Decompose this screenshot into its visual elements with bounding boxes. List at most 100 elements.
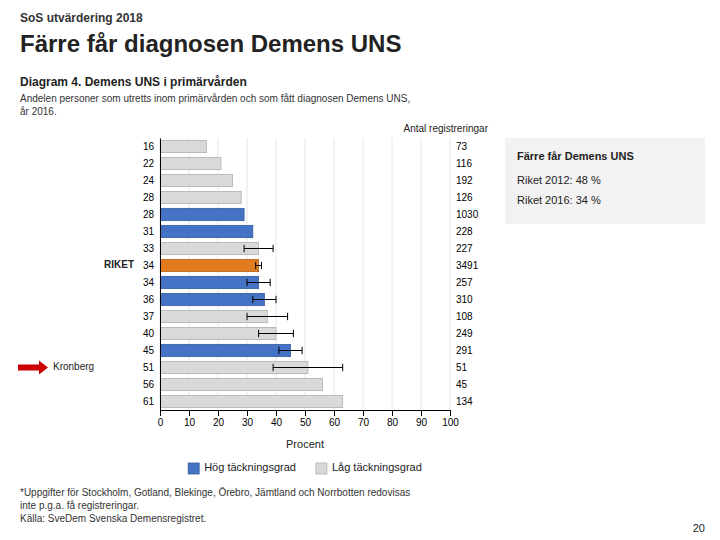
y2-tick: 257	[450, 277, 473, 288]
error-bar	[279, 347, 302, 354]
legend-swatch	[188, 463, 199, 474]
y2-tick-label: 134	[456, 396, 473, 407]
y-tick: 34	[143, 260, 160, 271]
bar	[160, 191, 241, 203]
y-axis-line	[160, 139, 161, 411]
plot-area	[160, 140, 343, 407]
bar	[160, 395, 343, 407]
y-tick: 31	[143, 226, 160, 237]
error-bar-line	[279, 350, 302, 351]
y2-tick: 134	[450, 396, 473, 407]
x-tick: 90	[416, 410, 428, 428]
y-tick-label: 34	[143, 277, 155, 288]
sidebar-box	[505, 138, 705, 224]
error-bar-cap	[247, 313, 248, 320]
y-tick: 37	[143, 311, 160, 322]
y2-tick-label: 227	[456, 243, 473, 254]
x-tick-mark	[276, 410, 277, 416]
grid-line	[334, 138, 335, 410]
error-bar	[244, 245, 273, 252]
error-bar-line	[247, 316, 288, 317]
error-bar	[259, 330, 294, 337]
x-tick-mark	[363, 410, 364, 416]
sidebar-title: Färre får Demens UNS	[517, 150, 634, 162]
y-tick: 36	[143, 294, 160, 305]
y-tick-label: 61	[143, 396, 155, 407]
bar	[160, 140, 206, 152]
x-tick: 50	[300, 410, 312, 428]
diagram-title: Diagram 4. Demens UNS i primärvården	[20, 75, 247, 89]
error-bar-cap	[273, 245, 274, 252]
chart-svg: SoS utvärdering 2018 Färre får diagnosen …	[0, 0, 720, 540]
error-bar-cap	[342, 364, 343, 371]
x-tick-mark	[218, 410, 219, 416]
y-tick-label: 28	[143, 192, 155, 203]
error-bar-cap	[261, 262, 262, 269]
y2-tick: 45	[450, 379, 468, 390]
y-tick-label: 51	[143, 362, 155, 373]
sidebar-line: Riket 2016: 34 %	[517, 194, 601, 206]
error-bar-cap	[293, 330, 294, 337]
y-tick-label: 40	[143, 328, 155, 339]
bar	[160, 293, 264, 305]
y-tick-label: 24	[143, 175, 155, 186]
legend-label: Låg täckningsgrad	[332, 461, 422, 473]
error-bar-line	[256, 265, 262, 266]
error-bar-cap	[244, 245, 245, 252]
y2-tick-label: 228	[456, 226, 473, 237]
grid-line	[421, 138, 422, 410]
y-tick: 28	[143, 209, 160, 220]
error-bar-line	[247, 282, 270, 283]
annotation: Kronberg	[53, 361, 94, 372]
x-tick-mark	[392, 410, 393, 416]
y2-tick-label: 192	[456, 175, 473, 186]
y2-tick-label: 257	[456, 277, 473, 288]
y-tick-label: 56	[143, 379, 155, 390]
y-tick: 22	[143, 158, 160, 169]
y2-tick: 1030	[450, 209, 479, 220]
error-bar-cap	[276, 296, 277, 303]
x-axis-title: Procent	[286, 438, 324, 450]
header: SoS utvärdering 2018	[20, 11, 143, 25]
y2-tick-label: 249	[456, 328, 473, 339]
bar	[160, 378, 322, 390]
error-bar	[247, 279, 270, 286]
x-tick-mark	[305, 410, 306, 416]
y2-tick: 116	[450, 158, 472, 169]
y-tick: 28	[143, 192, 160, 203]
error-bar-cap	[258, 330, 259, 337]
legend-item: Hög täckningsgrad	[188, 461, 296, 474]
y-tick: 40	[143, 328, 160, 339]
y2-tick: 108	[450, 311, 473, 322]
error-bar	[256, 262, 262, 269]
y2-tick: 51	[450, 362, 468, 373]
grid-line	[392, 138, 393, 410]
x-tick-mark	[334, 410, 335, 416]
bar	[160, 157, 221, 169]
y-tick: 56	[143, 379, 160, 390]
grid-line	[160, 138, 161, 410]
x-tick-mark	[160, 410, 161, 416]
y-tick-label: 31	[143, 226, 155, 237]
y2-tick-label: 3491	[456, 260, 479, 271]
y2-tick: 310	[450, 294, 473, 305]
diagram-subtitle-line: Andelen personer som utretts inom primär…	[20, 93, 410, 104]
grid-line	[450, 138, 451, 410]
diagram-subtitle-line: år 2016.	[20, 106, 57, 117]
x-tick: 10	[184, 410, 196, 428]
y2-tick-label: 73	[456, 141, 468, 152]
error-bar-cap	[247, 279, 248, 286]
error-bar-cap	[270, 279, 271, 286]
y2-tick: 3491	[450, 260, 479, 271]
y-tick-label: 28	[143, 209, 155, 220]
legend-swatch	[316, 463, 327, 474]
x-tick: 40	[271, 410, 283, 428]
y-tick-label: 33	[143, 243, 155, 254]
y-tick: 61	[143, 396, 160, 407]
annotation: RIKET	[104, 259, 134, 270]
y-tick-label: 45	[143, 345, 155, 356]
error-bar-cap	[302, 347, 303, 354]
bar	[160, 242, 259, 254]
title: Färre får diagnosen Demens UNS	[20, 30, 401, 57]
error-bar-cap	[273, 364, 274, 371]
